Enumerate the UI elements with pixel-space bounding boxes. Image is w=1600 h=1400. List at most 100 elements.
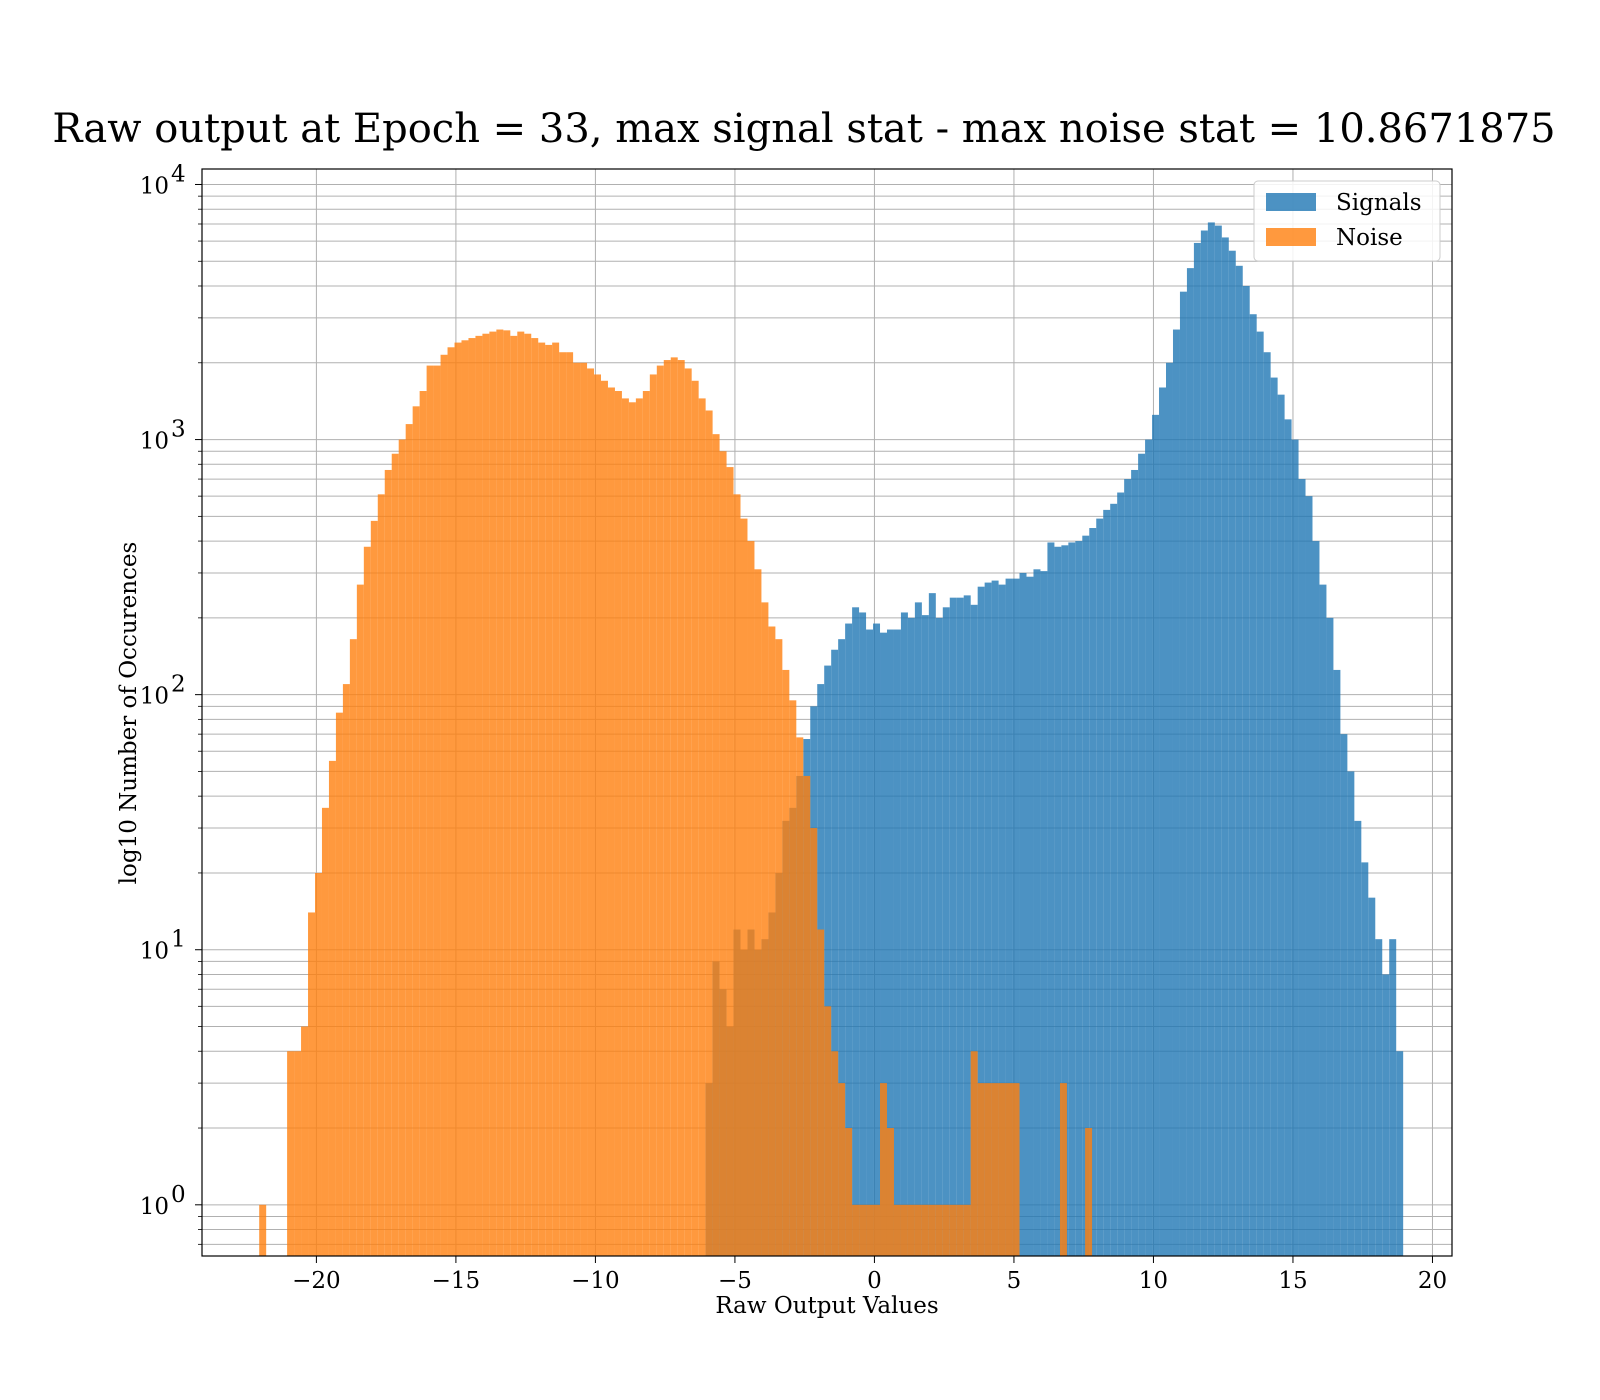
histogram-bar-noise <box>782 669 790 1256</box>
histogram-bar-noise <box>587 368 595 1257</box>
axes-frame <box>201 168 1453 1257</box>
histogram-bar-signals <box>859 612 867 1256</box>
histogram-bar-noise <box>294 1051 302 1256</box>
histogram-bar-noise <box>1005 1083 1013 1256</box>
histogram-bar-signals <box>1172 329 1180 1256</box>
histogram-bar-noise <box>1085 1128 1093 1256</box>
histogram-bar-noise <box>831 1051 839 1256</box>
histogram-bar-noise <box>384 469 392 1256</box>
histogram-bar-noise <box>524 333 532 1256</box>
histogram-bar-noise <box>942 1204 950 1256</box>
histogram-bar-signals <box>1089 528 1097 1256</box>
histogram-bar-noise <box>803 775 811 1256</box>
histogram-bar-noise <box>698 398 706 1256</box>
histogram-bar-signals <box>1200 230 1208 1256</box>
x-tick-label: −10 <box>571 1268 620 1294</box>
y-tick-exponent: 4 <box>171 161 186 187</box>
histogram-bar-noise <box>503 330 511 1257</box>
histogram-bar-noise <box>363 546 371 1256</box>
histogram-bar-noise <box>642 391 650 1257</box>
histogram-bar-noise <box>859 1204 867 1256</box>
histogram-bar-noise <box>342 684 350 1256</box>
histogram-bar-signals <box>1361 862 1369 1256</box>
histogram-bar-signals <box>1019 572 1027 1256</box>
histogram-bar-noise <box>810 828 818 1256</box>
histogram-bar-noise <box>733 494 741 1256</box>
histogram-bar-noise <box>921 1204 929 1256</box>
histogram-bar-signals <box>1270 377 1278 1256</box>
histogram-bar-noise <box>914 1204 922 1256</box>
histogram-bar-noise <box>621 398 629 1256</box>
histogram-bar-signals <box>956 597 964 1256</box>
plot-area <box>201 168 1453 1257</box>
histogram-bar-noise <box>907 1204 915 1256</box>
histogram-bar-noise <box>614 391 622 1257</box>
histogram-bar-signals <box>1333 669 1341 1256</box>
histogram-bar-noise <box>984 1083 992 1256</box>
histogram-bar-noise <box>747 541 755 1256</box>
histogram-bar-signals <box>949 597 957 1256</box>
histogram-bar-signals <box>1047 542 1055 1256</box>
histogram-bar-noise <box>635 398 643 1256</box>
histogram-bar-noise <box>761 602 769 1256</box>
histogram-bar-signals <box>1054 546 1062 1256</box>
histogram-bar-noise <box>454 342 462 1257</box>
histogram-bar-noise <box>328 760 336 1256</box>
x-tick-label: 10 <box>1139 1268 1168 1294</box>
histogram-bar-signals <box>893 629 901 1256</box>
histogram-bar-signals <box>886 629 894 1256</box>
histogram-bar-signals <box>1249 314 1257 1256</box>
histogram-bar-noise <box>349 639 357 1256</box>
histogram-bar-noise <box>845 1128 853 1256</box>
histogram-bar-signals <box>1277 394 1285 1256</box>
histogram-bar-signals <box>845 623 853 1256</box>
histogram-bar-signals <box>880 632 887 1256</box>
histogram-bar-noise <box>510 335 518 1257</box>
histogram-bar-noise <box>949 1204 957 1256</box>
histogram-bar-noise <box>377 494 385 1256</box>
histogram-bar-noise <box>754 569 762 1256</box>
legend-label-signals: Signals <box>1336 190 1422 216</box>
histogram-bar-noise <box>315 872 322 1256</box>
histogram-bar-noise <box>970 1051 978 1256</box>
histogram-bar-noise <box>412 406 420 1257</box>
histogram-bar-noise <box>538 342 546 1257</box>
y-tick-label: 10 <box>140 1194 169 1220</box>
histogram-bar-signals <box>963 595 971 1256</box>
histogram-bar-signals <box>921 615 929 1256</box>
histogram-bar-signals <box>907 617 915 1256</box>
histogram-bar-signals <box>1214 225 1222 1257</box>
histogram-bar-signals <box>824 665 832 1256</box>
histogram-bar-noise <box>935 1204 943 1256</box>
x-tick-label: −15 <box>432 1268 481 1294</box>
histogram-bar-noise <box>873 1204 881 1256</box>
histogram-bar-noise <box>301 1026 309 1256</box>
histogram-bar-signals <box>977 586 985 1256</box>
histogram-bar-signals <box>1284 419 1292 1256</box>
histogram-bar-noise <box>426 365 434 1256</box>
histogram-bar-noise <box>670 357 678 1256</box>
histogram-bar-signals <box>1382 974 1390 1256</box>
histogram-bar-signals <box>1040 571 1048 1256</box>
histogram-bar-noise <box>900 1204 908 1256</box>
histogram-bar-noise <box>893 1204 901 1256</box>
x-tick-label: −5 <box>718 1268 752 1294</box>
histogram-bar-noise <box>880 1083 887 1256</box>
histogram-bar-signals <box>1396 1051 1404 1256</box>
histogram-bar-noise <box>963 1204 971 1256</box>
chart-title: Raw output at Epoch = 33, max signal sta… <box>52 106 1555 152</box>
histogram-bar-signals <box>1166 362 1173 1256</box>
histogram-bar-noise <box>998 1083 1006 1256</box>
histogram-bar-noise <box>838 1083 846 1256</box>
histogram-bar-noise <box>468 338 476 1256</box>
histogram-bar-signals <box>1354 820 1362 1256</box>
histogram-bar-noise <box>398 439 406 1256</box>
histogram-bar-noise <box>977 1083 985 1256</box>
histogram-bar-noise <box>531 338 539 1256</box>
histogram-bar-signals <box>1235 265 1243 1256</box>
y-tick-exponent: 1 <box>171 927 186 953</box>
histogram-bar-noise <box>663 360 671 1256</box>
histogram-bar-noise <box>705 410 713 1257</box>
